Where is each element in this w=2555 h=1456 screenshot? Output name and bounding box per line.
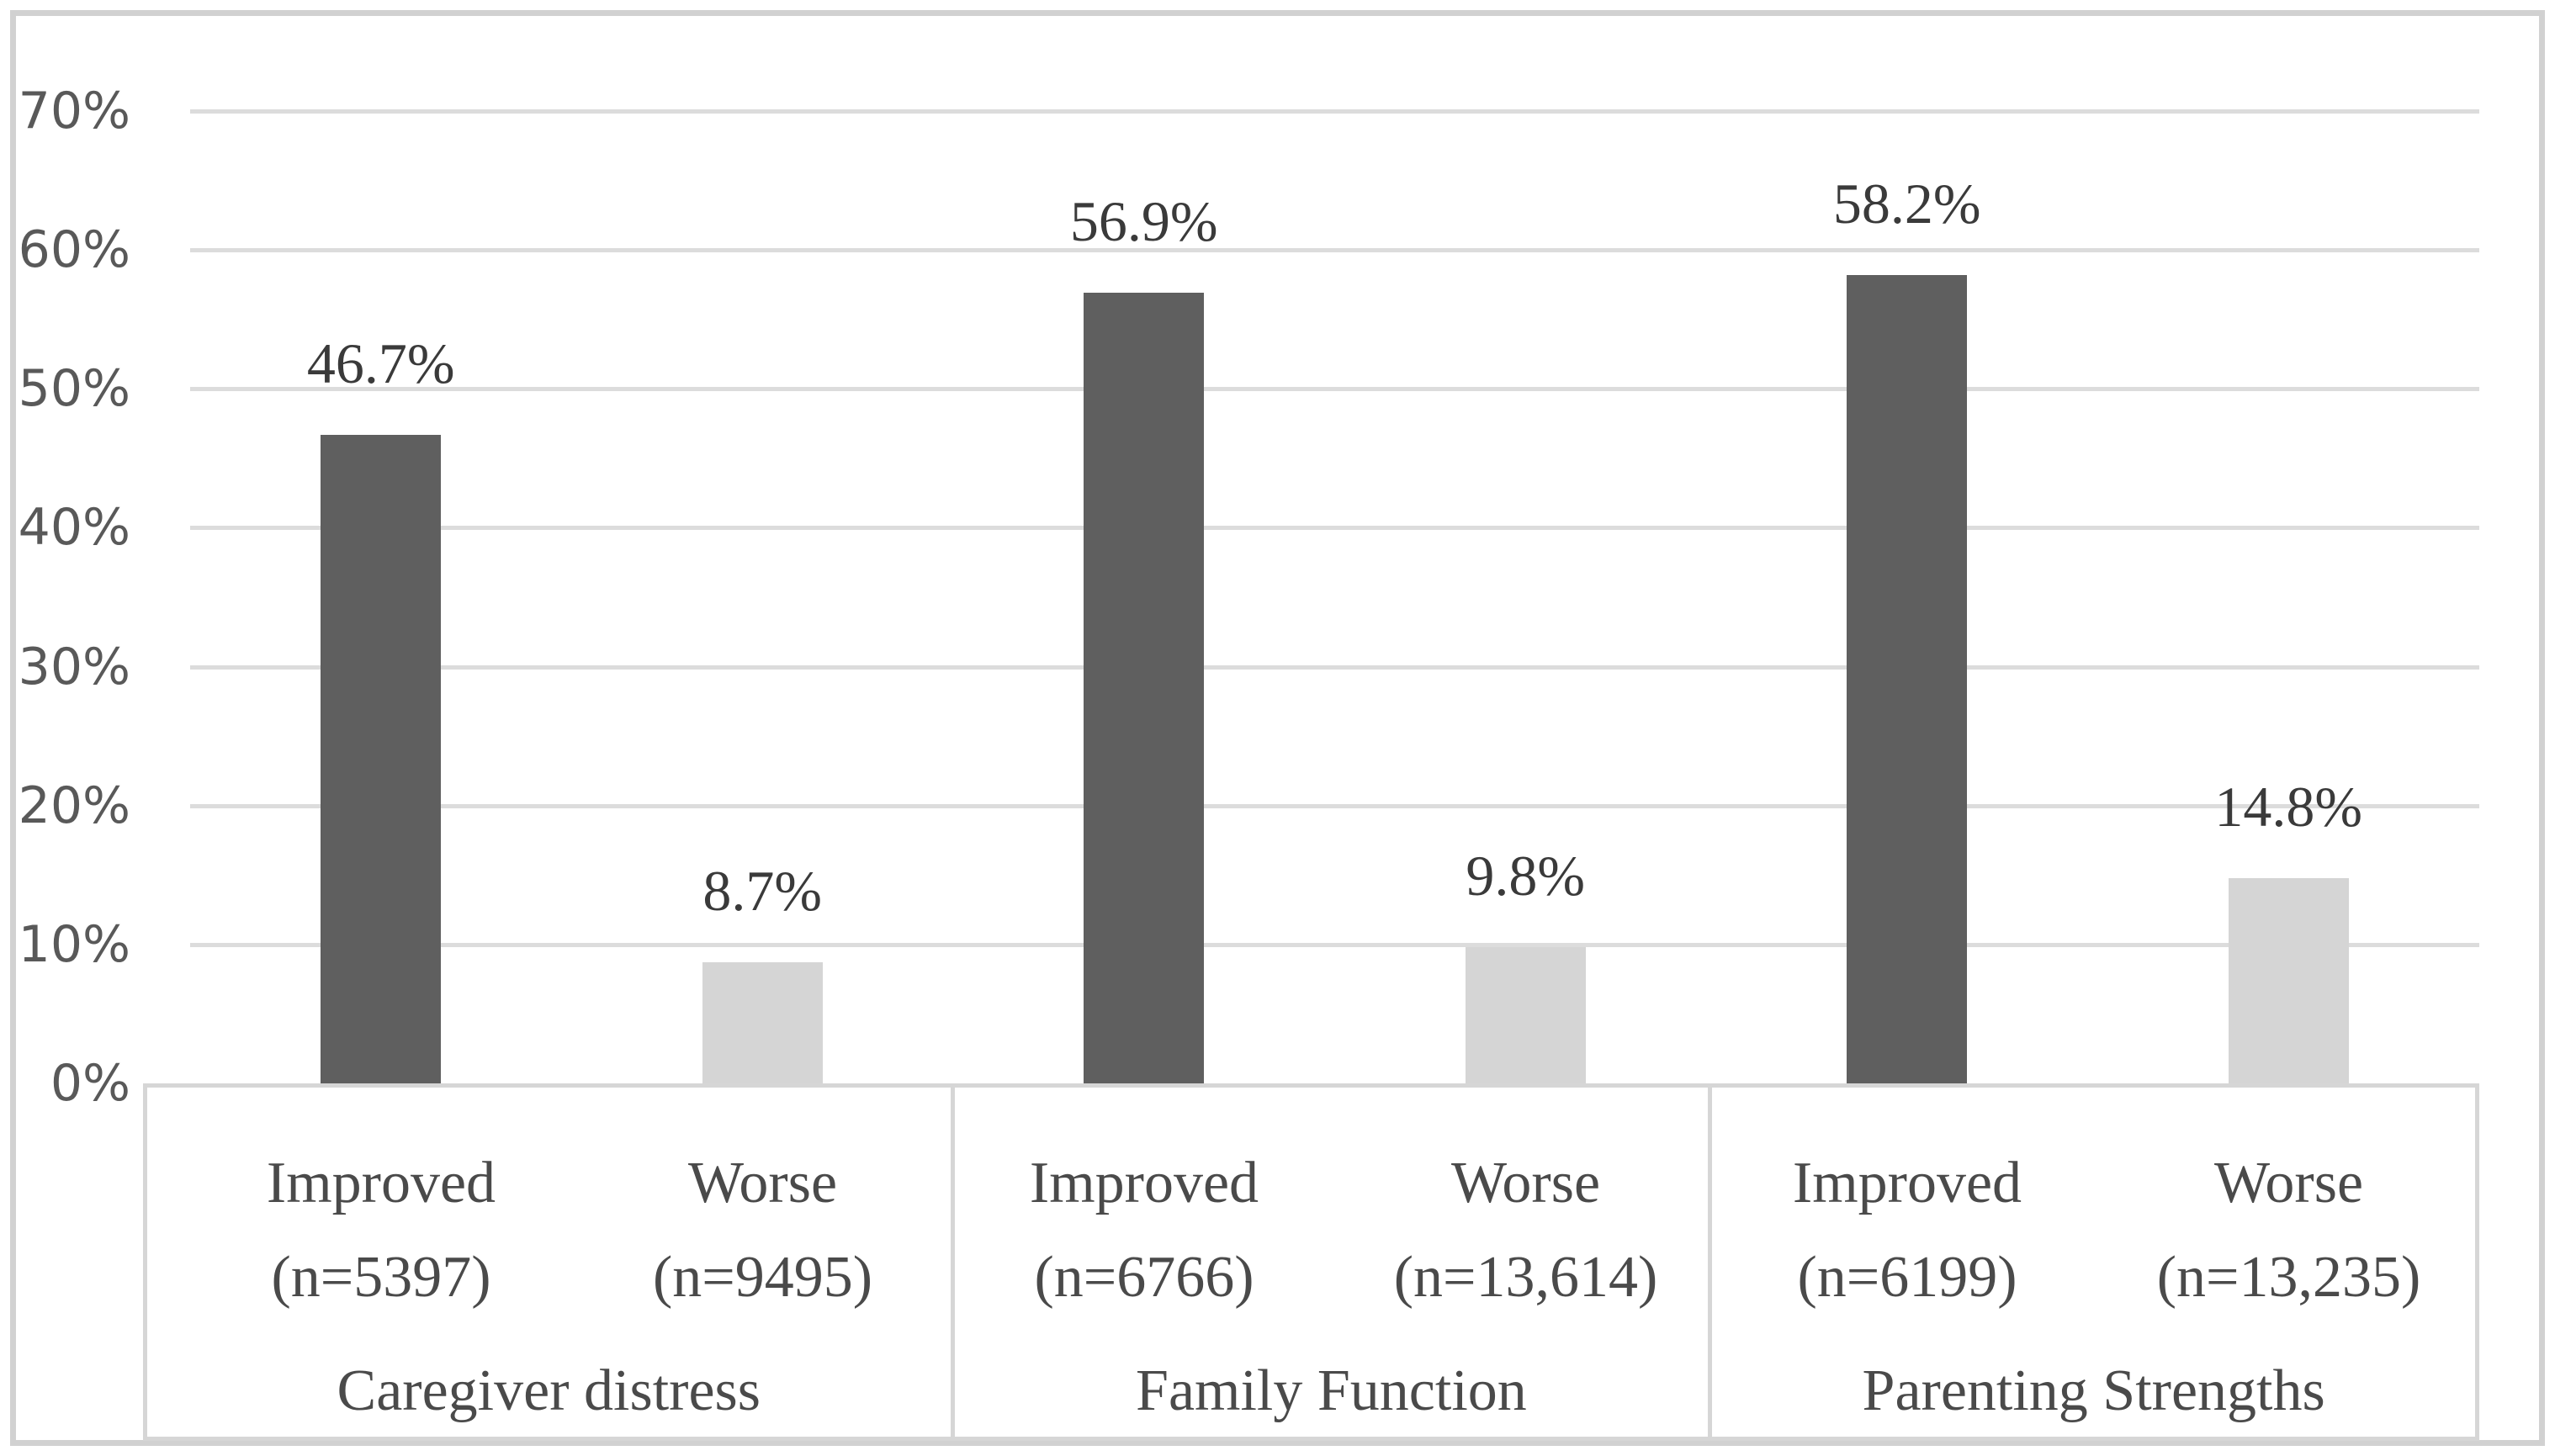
x-tick-series-name: Improved [1792,1151,2022,1215]
category-label: Family Function [1136,1358,1527,1423]
gridline-10% [190,942,2479,947]
x-tick-n-count: (n=5397) [271,1245,491,1310]
category-axis-boxes: Caregiver distress Family Function Parenti… [143,1083,2479,1441]
bar-value-label: 14.8% [2214,774,2363,839]
x-tick-n-count: (n=6766) [1034,1245,1254,1310]
x-tick-series-name: Worse [2213,1151,2364,1215]
x-tick-series-name: Worse [687,1151,838,1215]
y-tick-label: 40% [18,498,130,558]
category-box-family-function: Family Function [955,1088,1713,1437]
x-tick-label: Improved (n=6199) [1716,1088,2098,1325]
x-tick-label: Improved (n=6766) [953,1088,1335,1325]
gridline-70% [190,109,2479,114]
category-box-parenting-strengths: Parenting Strengths [1712,1088,2475,1437]
gridline-60% [190,248,2479,253]
bar-value-label: 56.9% [1069,189,1218,254]
x-tick-label: Worse (n=9495) [572,1088,954,1325]
y-tick-label: 10% [18,914,130,974]
bar-caregiver-distress-worse [702,962,823,1087]
gridline-30% [190,664,2479,670]
gridline-50% [190,387,2479,392]
bar-caregiver-distress-improved [321,434,442,1087]
x-tick-n-count: (n=13,614) [1393,1245,1658,1310]
bar-parenting-strengths-improved [1847,274,1968,1087]
y-tick-label: 0% [50,1054,130,1113]
x-tick-label: Improved (n=5397) [190,1088,572,1325]
category-label: Caregiver distress [337,1358,761,1423]
bar-family-function-worse [1465,947,1586,1087]
x-tick-series-name: Worse [1450,1151,1601,1215]
y-tick-label: 30% [18,637,130,696]
x-tick-series-name: Improved [1029,1151,1259,1215]
x-tick-n-count: (n=6199) [1797,1245,2017,1310]
bar-family-function-improved [1084,293,1205,1087]
x-tick-series-name: Improved [266,1151,496,1215]
x-tick-n-count: (n=9495) [652,1245,873,1310]
bar-value-label: 9.8% [1466,844,1586,908]
x-tick-label: Worse (n=13,614) [1335,1088,1717,1325]
y-tick-label: 70% [18,82,130,140]
y-tick-label: 50% [18,359,130,419]
y-tick-label: 60% [18,220,130,280]
x-tick-n-count: (n=13,235) [2156,1245,2421,1310]
gridline-40% [190,526,2479,531]
bar-value-label: 58.2% [1832,171,1981,236]
x-tick-label: Worse (n=13,235) [2098,1088,2480,1325]
bar-value-label: 46.7% [306,331,455,395]
gridline-20% [190,803,2479,808]
category-label: Parenting Strengths [1862,1358,2325,1423]
bar-value-label: 8.7% [702,859,823,924]
y-tick-label: 20% [18,776,130,835]
category-box-caregiver-distress: Caregiver distress [147,1088,955,1437]
bar-parenting-strengths-worse [2228,877,2349,1087]
